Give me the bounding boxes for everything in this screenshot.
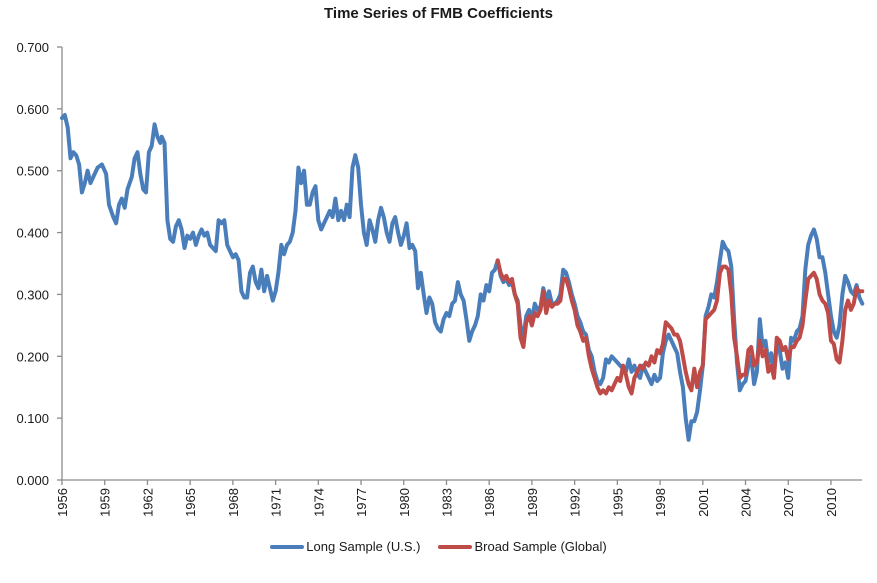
x-tick-label: 1980 [397, 488, 412, 517]
x-tick-label: 1998 [653, 488, 668, 517]
x-tick-label: 1977 [354, 488, 369, 517]
legend-label-long-sample: Long Sample (U.S.) [306, 539, 421, 554]
legend-item-broad-sample: Broad Sample (Global) [438, 539, 607, 554]
y-tick-label: 0.600 [16, 102, 49, 117]
x-tick-label: 1956 [55, 488, 70, 517]
x-axis: 1956 1959 1962 1965 1968 1971 1974 1977 1980 1983… [55, 479, 862, 517]
x-tick-label: 1971 [269, 488, 284, 517]
x-tick-label: 2001 [696, 488, 711, 517]
y-tick-label: 0.700 [16, 40, 49, 55]
y-axis: 0.000 0.100 0.200 0.300 0.400 0.500 0.600 0.700 [16, 40, 63, 488]
series-layer [60, 113, 865, 442]
series-line-long-sample-u-s [60, 113, 865, 442]
x-tick-label: 1986 [482, 488, 497, 517]
x-tick-label: 2007 [781, 488, 796, 517]
x-tick-label: 1974 [311, 488, 326, 517]
x-tick-label: 1968 [226, 488, 241, 517]
legend-swatch-long-sample [270, 544, 305, 549]
x-tick-label: 2010 [824, 488, 839, 517]
series-line-broad-sample-global [495, 258, 865, 396]
x-tick-label: 1983 [439, 488, 454, 517]
legend-label-broad-sample: Broad Sample (Global) [474, 539, 607, 554]
x-tick-label: 1965 [183, 488, 198, 517]
x-tick-label: 1959 [98, 488, 113, 517]
y-tick-label: 0.200 [16, 349, 49, 364]
legend-item-long-sample: Long Sample (U.S.) [270, 539, 420, 554]
x-tick-label: 1989 [525, 488, 540, 517]
y-tick-label: 0.500 [16, 164, 49, 179]
y-tick-label: 0.300 [16, 287, 49, 302]
y-tick-label: 0.100 [16, 411, 49, 426]
legend: Long Sample (U.S.) Broad Sample (Global) [0, 539, 877, 554]
legend-swatch-broad-sample [438, 544, 473, 549]
x-tick-label: 2004 [739, 488, 754, 517]
x-tick-label: 1992 [568, 488, 583, 517]
y-tick-label: 0.400 [16, 226, 49, 241]
x-tick-label: 1962 [140, 488, 155, 517]
chart-title: Time Series of FMB Coefficients [324, 5, 553, 22]
x-tick-label: 1995 [610, 488, 625, 517]
y-tick-label: 0.000 [16, 473, 49, 488]
